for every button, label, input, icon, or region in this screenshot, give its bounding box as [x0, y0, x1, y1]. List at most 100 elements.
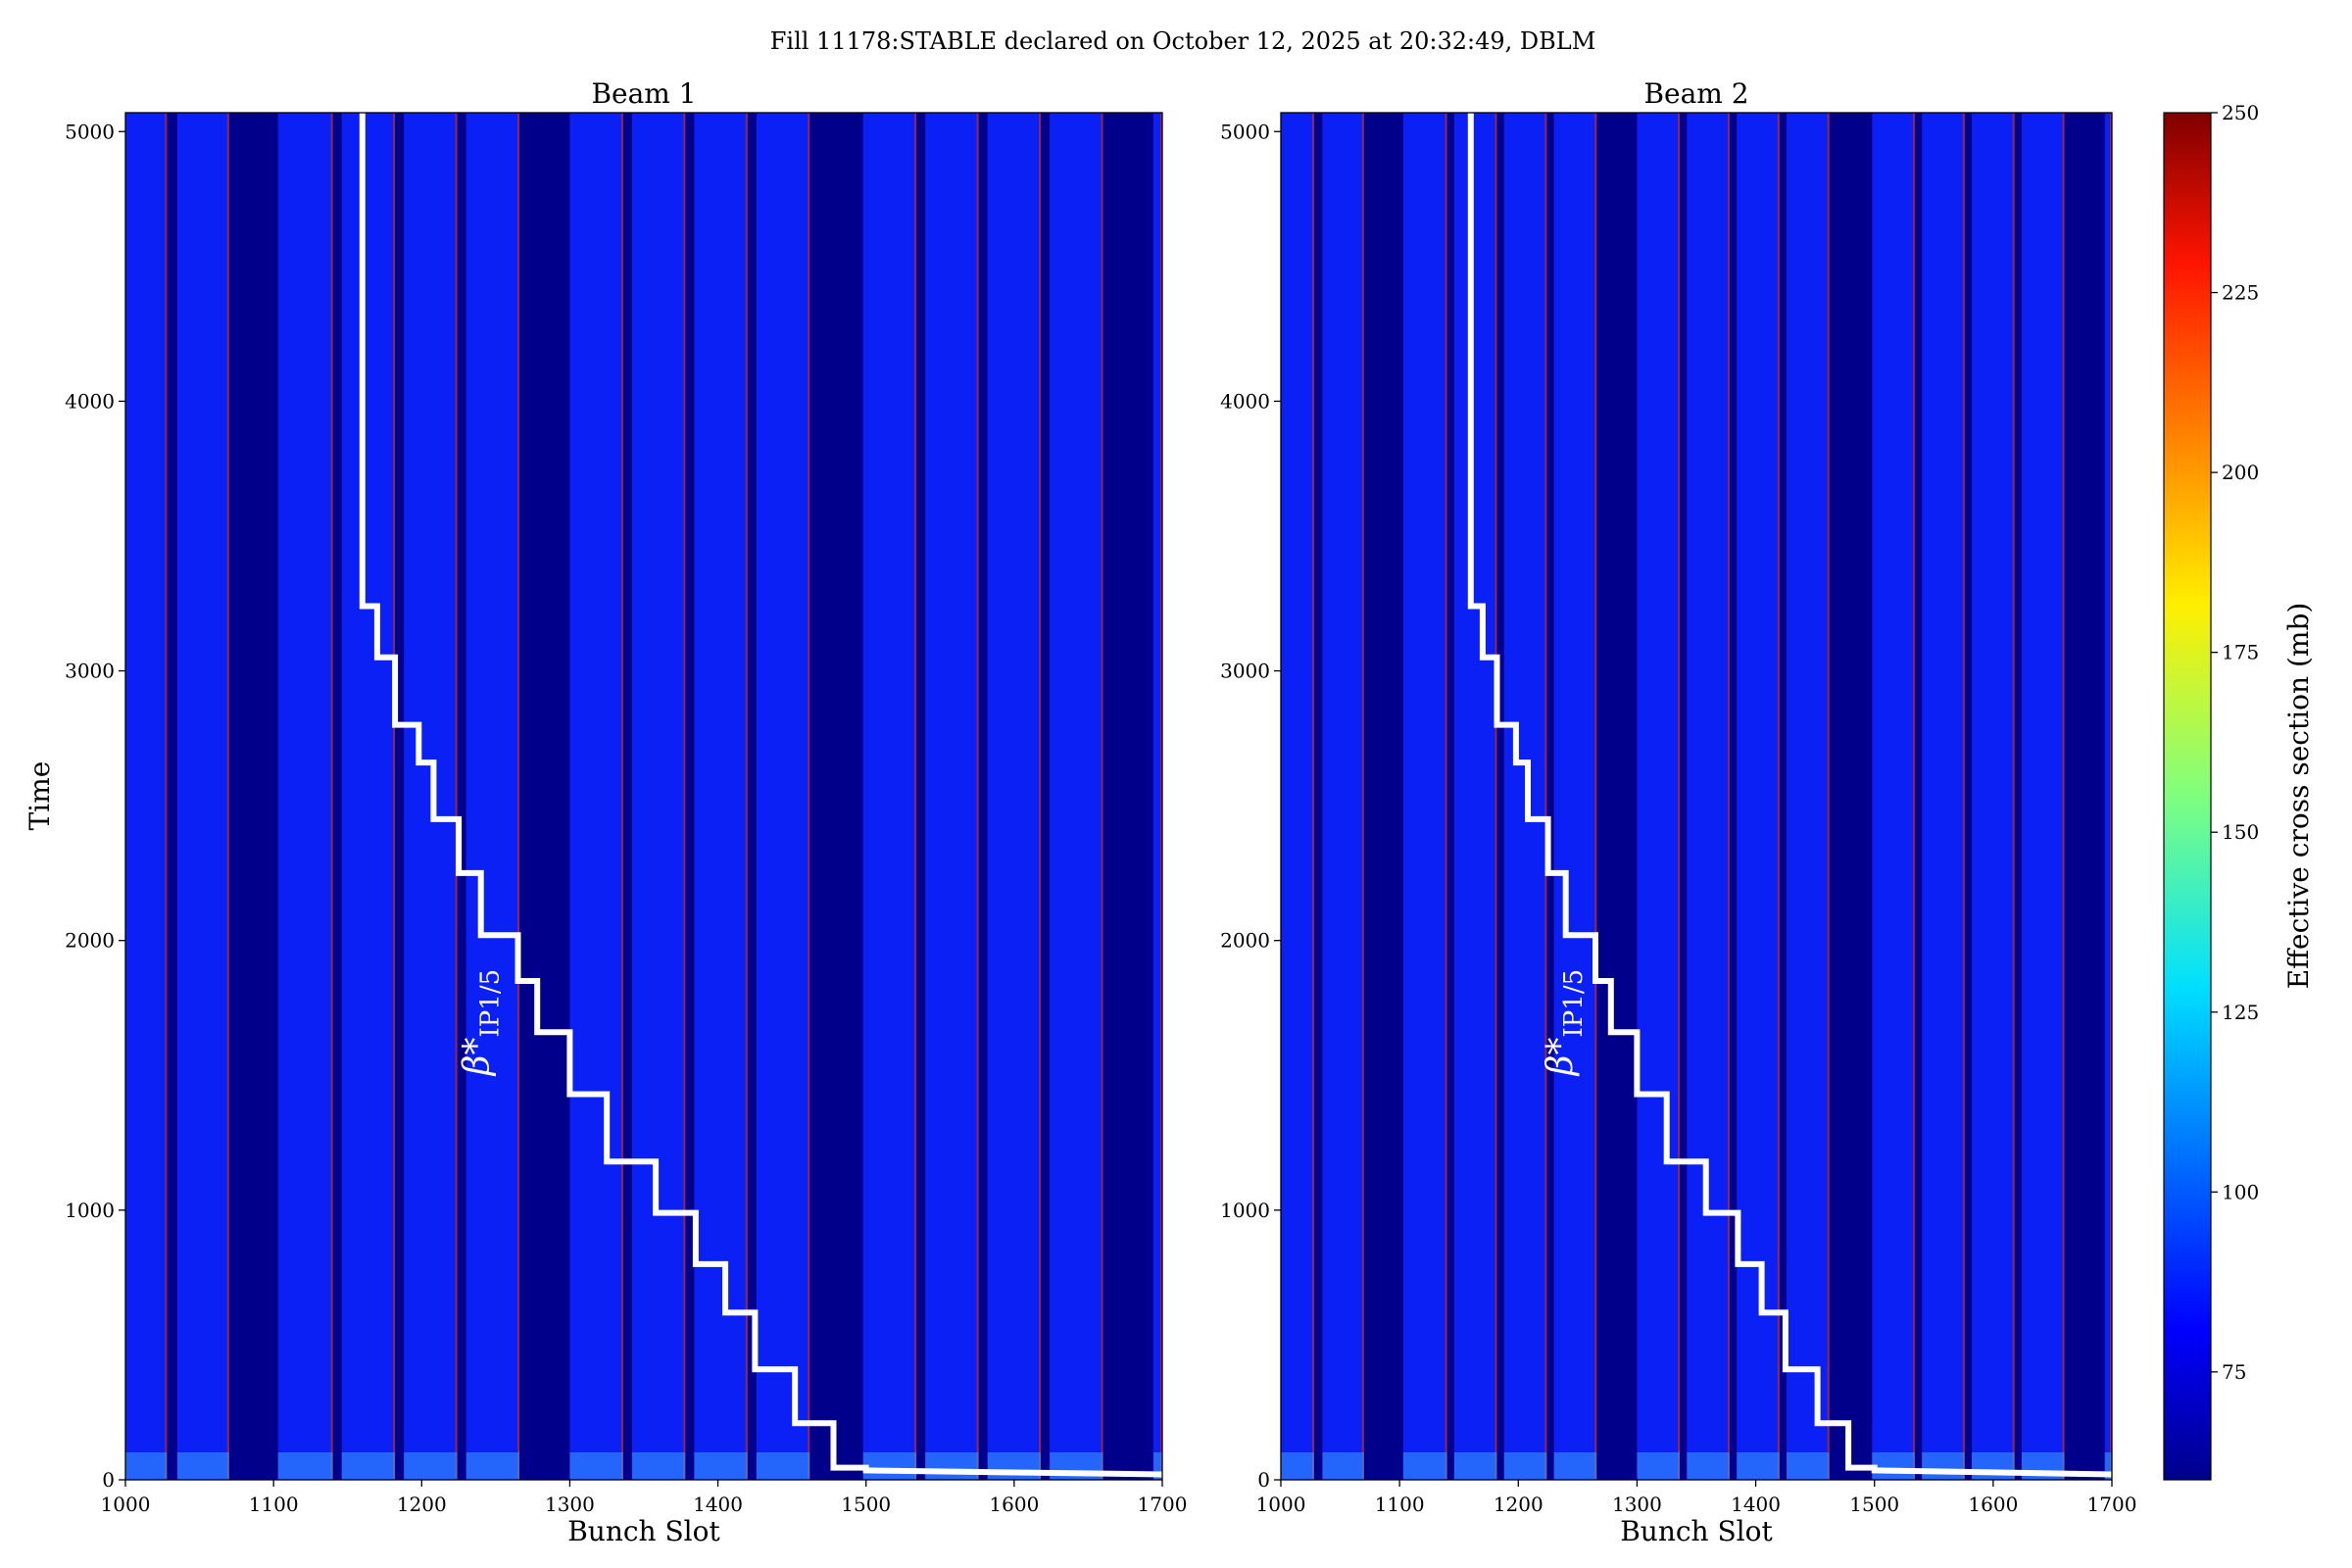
- beta-star-subscript: IP1/5: [1559, 969, 1589, 1038]
- axes-frame: [124, 112, 1163, 1481]
- train-start-band-2: [1402, 1452, 1447, 1480]
- train-start-band-11: [1922, 1452, 1965, 1480]
- colorbar-gradient: [2163, 112, 2212, 1481]
- bunch-train-12: [1972, 113, 2015, 1480]
- colorbar-tick-label: 200: [2222, 461, 2259, 484]
- x-tick-label: 1600: [989, 1493, 1039, 1516]
- colorbar-tick-label: 100: [2222, 1180, 2259, 1203]
- y-tick-label: 4000: [65, 389, 115, 413]
- y-tick-label: 4000: [1220, 389, 1270, 413]
- x-tick-label: 1700: [2087, 1493, 2137, 1516]
- bunch-train-10: [862, 113, 917, 1480]
- train-edge-7: [683, 113, 686, 1480]
- x-tick-label: 1300: [545, 1493, 595, 1516]
- y-tick-label: 3000: [65, 660, 115, 683]
- colorbar-tick-label: 75: [2222, 1360, 2246, 1384]
- x-tick-label: 1700: [1138, 1493, 1188, 1516]
- train-start-band-6: [1637, 1452, 1681, 1480]
- y-tick-label: 0: [1257, 1468, 1270, 1492]
- train-edge-1: [226, 113, 229, 1480]
- train-edge-13: [2062, 113, 2065, 1480]
- train-edge-5: [517, 113, 520, 1480]
- panel-title: Beam 1: [591, 77, 696, 110]
- bunch-train-2: [1402, 113, 1447, 1480]
- y-tick-label: 2000: [65, 929, 115, 953]
- train-edge-9: [1827, 113, 1830, 1480]
- colorbar-tick-label: 250: [2222, 101, 2259, 124]
- x-tick-label: 1200: [1494, 1493, 1544, 1516]
- train-start-band-0: [125, 1452, 168, 1480]
- train-start-band-1: [1322, 1452, 1364, 1480]
- train-edge-2: [330, 113, 333, 1480]
- bunch-train-9: [756, 113, 810, 1480]
- train-edge-3: [1494, 113, 1497, 1480]
- train-start-band-10: [1872, 1452, 1915, 1480]
- y-tick-label: 0: [102, 1468, 115, 1492]
- bunch-train-8: [694, 113, 748, 1480]
- x-tick-label: 1100: [1375, 1493, 1425, 1516]
- train-edge-8: [745, 113, 748, 1480]
- x-tick-label: 1000: [101, 1493, 151, 1516]
- bunch-train-3: [1453, 113, 1497, 1480]
- train-edge-14: [2110, 113, 2112, 1480]
- bunch-train-13: [1050, 113, 1103, 1480]
- bunch-train-7: [631, 113, 686, 1480]
- train-start-band-0: [1281, 1452, 1314, 1480]
- train-edge-12: [1039, 113, 1042, 1480]
- bunch-train-5: [1553, 113, 1597, 1480]
- train-edge-13: [1101, 113, 1103, 1480]
- train-edge-8: [1777, 113, 1780, 1480]
- bunch-train-1: [1322, 113, 1364, 1480]
- x-axis-label: Bunch Slot: [1620, 1515, 1773, 1547]
- bunch-train-10: [1872, 113, 1915, 1480]
- train-edge-2: [1445, 113, 1447, 1480]
- train-edge-12: [2012, 113, 2015, 1480]
- train-edge-1: [1361, 113, 1364, 1480]
- axes-frame: [1280, 112, 2113, 1481]
- bunch-train-13: [2021, 113, 2065, 1480]
- bunch-train-8: [1737, 113, 1780, 1480]
- y-tick-label: 5000: [65, 120, 115, 143]
- train-start-band-4: [1503, 1452, 1547, 1480]
- bunch-train-7: [1687, 113, 1730, 1480]
- train-start-band-6: [569, 1452, 623, 1480]
- train-start-band-1: [176, 1452, 229, 1480]
- x-tick-label: 1600: [1968, 1493, 2018, 1516]
- train-start-band-3: [1453, 1452, 1497, 1480]
- train-edge-6: [1678, 113, 1681, 1480]
- beta-star-line: [1467, 113, 2113, 1478]
- train-edge-4: [455, 113, 458, 1480]
- x-axis-label: Bunch Slot: [567, 1515, 720, 1547]
- train-edge-10: [914, 113, 917, 1480]
- y-tick-label: 2000: [1220, 929, 1270, 953]
- train-edge-11: [1962, 113, 1965, 1480]
- train-start-band-9: [1787, 1452, 1830, 1480]
- x-tick-label: 1200: [397, 1493, 447, 1516]
- bunch-train-3: [341, 113, 396, 1480]
- panel-title: Beam 2: [1643, 77, 1748, 110]
- bunch-train-14: [2104, 113, 2112, 1480]
- train-edge-7: [1727, 113, 1730, 1480]
- train-edge-3: [393, 113, 396, 1480]
- bunch-train-0: [125, 113, 168, 1480]
- train-edge-6: [620, 113, 623, 1480]
- train-start-band-8: [1737, 1452, 1780, 1480]
- train-edge-0: [1311, 113, 1314, 1480]
- train-start-band-8: [694, 1452, 748, 1480]
- train-start-band-12: [987, 1452, 1042, 1480]
- train-edge-0: [165, 113, 168, 1480]
- train-edge-9: [808, 113, 810, 1480]
- bunch-train-12: [987, 113, 1042, 1480]
- train-start-band-5: [1553, 1452, 1597, 1480]
- train-start-band-7: [1687, 1452, 1730, 1480]
- y-tick-label: 3000: [1220, 660, 1270, 683]
- train-edge-5: [1594, 113, 1597, 1480]
- x-tick-label: 1400: [693, 1493, 743, 1516]
- bunch-train-11: [1922, 113, 1965, 1480]
- colorbar-label: Effective cross section (mb): [2282, 603, 2315, 990]
- train-start-band-12: [1972, 1452, 2015, 1480]
- train-start-band-5: [466, 1452, 520, 1480]
- train-start-band-3: [341, 1452, 396, 1480]
